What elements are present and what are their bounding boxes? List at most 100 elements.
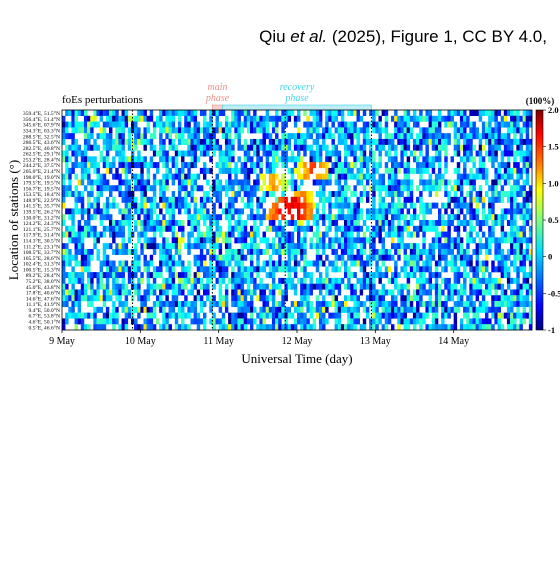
heatmap-cell — [306, 225, 310, 232]
heatmap-cell — [240, 324, 245, 331]
heatmap-cell — [422, 231, 426, 238]
heatmap-cell — [463, 162, 467, 169]
heatmap-cell — [65, 272, 69, 279]
heatmap-cell — [168, 156, 172, 163]
heatmap-cell — [152, 283, 157, 290]
heatmap-cell — [124, 301, 129, 308]
heatmap-cell — [350, 202, 354, 209]
heatmap-cell — [419, 162, 423, 169]
heatmap-cell — [337, 162, 342, 169]
heatmap-cell — [500, 162, 505, 169]
heatmap-cell — [109, 133, 113, 140]
heatmap-cell — [459, 110, 464, 116]
heatmap-cell — [456, 237, 461, 244]
heatmap-cell — [306, 191, 310, 198]
heatmap-cell — [159, 248, 163, 255]
heatmap-cell — [494, 289, 498, 296]
heatmap-cell — [315, 191, 320, 198]
heatmap-cell — [394, 243, 398, 250]
heatmap-cell — [171, 312, 176, 319]
heatmap-cell — [268, 272, 273, 279]
heatmap-cell — [378, 156, 382, 163]
heatmap-cell — [143, 306, 147, 313]
heatmap-cell — [62, 266, 66, 273]
heatmap-cell — [259, 312, 263, 319]
heatmap-cell — [268, 138, 273, 145]
heatmap-cell — [337, 138, 342, 145]
heatmap-cell — [127, 220, 132, 226]
heatmap-cell — [472, 277, 476, 284]
heatmap-cell — [497, 283, 501, 290]
heatmap-cell — [112, 196, 116, 203]
heatmap-cell — [359, 266, 364, 273]
heatmap-cell — [218, 283, 223, 290]
heatmap-cell — [256, 127, 260, 134]
heatmap-cell — [105, 144, 110, 151]
heatmap-cell — [500, 185, 505, 192]
heatmap-cell — [115, 127, 119, 134]
heatmap-cell — [87, 254, 91, 261]
heatmap-cell — [500, 115, 505, 122]
heatmap-cell — [162, 202, 166, 209]
heatmap-cell — [497, 121, 501, 128]
heatmap-cell — [137, 110, 141, 116]
heatmap-cell — [259, 324, 263, 331]
heatmap-cell — [275, 301, 279, 308]
heatmap-cell — [300, 312, 304, 319]
heatmap-cell — [312, 127, 317, 134]
heatmap-cell — [65, 254, 69, 261]
heatmap-cell — [394, 272, 398, 279]
heatmap-cell — [500, 312, 505, 319]
heatmap-cell — [519, 266, 523, 273]
y-tick-label: 130.0°E, 31.2°N — [23, 214, 60, 221]
heatmap-cell — [488, 110, 492, 116]
heatmap-cell — [284, 162, 288, 169]
heatmap-cell — [519, 208, 523, 215]
heatmap-cell — [115, 243, 119, 250]
heatmap-cell — [334, 162, 339, 169]
heatmap-cell — [284, 144, 288, 151]
heatmap-cell — [356, 196, 360, 203]
heatmap-cell — [506, 312, 511, 319]
heatmap-cell — [522, 110, 527, 116]
heatmap-cell — [102, 138, 107, 145]
heatmap-cell — [491, 179, 495, 186]
heatmap-cell — [102, 208, 107, 215]
heatmap-cell — [159, 225, 163, 232]
heatmap-cell — [105, 156, 110, 163]
heatmap-cell — [134, 156, 138, 163]
heatmap-cell — [284, 115, 288, 122]
heatmap-cell — [428, 283, 433, 290]
heatmap-cell — [287, 248, 292, 255]
heatmap-cell — [459, 289, 464, 296]
heatmap-cell — [350, 121, 354, 128]
heatmap-cell — [159, 324, 163, 331]
heatmap-cell — [459, 185, 464, 192]
heatmap-cell — [372, 243, 376, 250]
heatmap-cell — [224, 127, 229, 134]
heatmap-cell — [99, 150, 104, 157]
heatmap-cell — [149, 202, 154, 209]
heatmap-cell — [365, 306, 370, 313]
heatmap-cell — [334, 173, 339, 180]
heatmap-cell — [271, 191, 276, 198]
heatmap-cell — [488, 196, 492, 203]
heatmap-cell — [522, 127, 527, 134]
heatmap-cell — [143, 185, 147, 192]
heatmap-cell — [384, 121, 389, 128]
heatmap-cell — [87, 191, 91, 198]
heatmap-cell — [400, 318, 404, 325]
heatmap-cell — [187, 231, 191, 238]
heatmap-cell — [271, 202, 276, 209]
heatmap-cell — [344, 150, 348, 157]
heatmap-cell — [500, 272, 505, 279]
heatmap-cell — [102, 283, 107, 290]
heatmap-cell — [481, 220, 486, 226]
heatmap-cell — [303, 173, 307, 180]
heatmap-cell — [134, 324, 138, 331]
heatmap-cell — [372, 295, 376, 302]
heatmap-cell — [293, 324, 298, 331]
y-tick-label: 124.2°E, 24.3°N — [23, 220, 60, 227]
heatmap-cell — [159, 231, 163, 238]
heatmap-cell — [165, 196, 169, 203]
